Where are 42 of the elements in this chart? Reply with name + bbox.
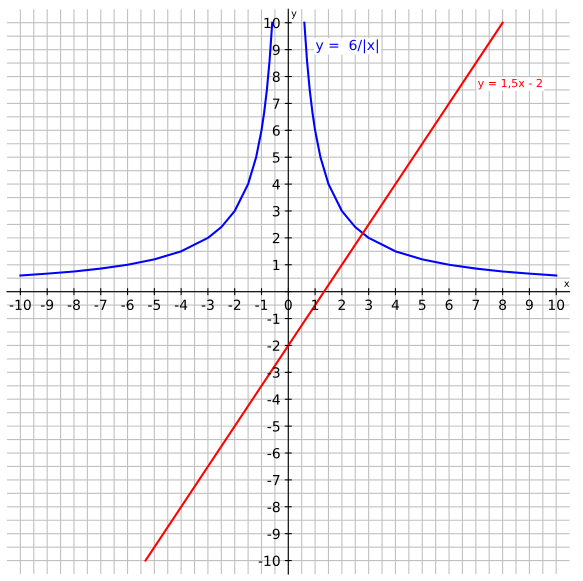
y-tick-label: 4 <box>272 179 280 190</box>
x-tick-label: -1 <box>255 300 268 310</box>
y-tick-label: 3 <box>272 206 280 216</box>
y-tick-label: 10 <box>264 18 280 28</box>
series-label: y = 1,5x - 2 <box>478 78 542 90</box>
y-tick-label: -4 <box>267 394 280 405</box>
y-tick-label: 8 <box>272 71 280 82</box>
y-tick-label: -7 <box>267 475 280 486</box>
x-tick-label: -7 <box>94 300 106 310</box>
x-tick-label: 2 <box>338 300 345 310</box>
x-tick-label: -9 <box>40 300 54 310</box>
y-tick-label: 5 <box>272 152 280 163</box>
x-tick-label: 8 <box>499 300 506 310</box>
x-tick-label: -8 <box>68 300 80 310</box>
x-tick-label: 3 <box>365 300 372 310</box>
y-tick-label: -10 <box>258 556 280 566</box>
y-tick-label: 2 <box>272 232 280 244</box>
series-label: y = 6/|x| <box>316 39 378 54</box>
x-tick-label: -5 <box>148 300 160 310</box>
x-tick-label: -4 <box>174 300 188 310</box>
x-tick-label: -2 <box>228 300 240 310</box>
x-tick-label: 5 <box>418 300 426 310</box>
y-tick-label: 6 <box>272 125 280 136</box>
y-tick-label: -9 <box>267 528 280 540</box>
y-tick-label: -2 <box>267 340 280 351</box>
y-tick-label: -6 <box>267 448 280 458</box>
x-tick-label: 10 <box>548 300 564 310</box>
y-tick-label: 1 <box>273 260 280 270</box>
y-tick-label: -1 <box>267 314 280 324</box>
y-axis-title: y <box>291 11 297 19</box>
x-tick-label: -10 <box>10 300 31 310</box>
y-tick-label: 7 <box>272 98 280 109</box>
x-tick-label: 9 <box>526 300 533 310</box>
x-tick-label: -3 <box>202 300 214 310</box>
x-tick-label: -6 <box>121 300 134 310</box>
x-axis-title: x <box>564 282 570 287</box>
x-tick-label: 4 <box>392 300 400 310</box>
y-tick-label: -8 <box>267 502 280 512</box>
y-tick-label: -5 <box>267 421 280 432</box>
x-tick-label: 6 <box>446 300 453 310</box>
y-tick-label: 9 <box>272 44 280 56</box>
x-tick-label: 7 <box>472 300 480 310</box>
